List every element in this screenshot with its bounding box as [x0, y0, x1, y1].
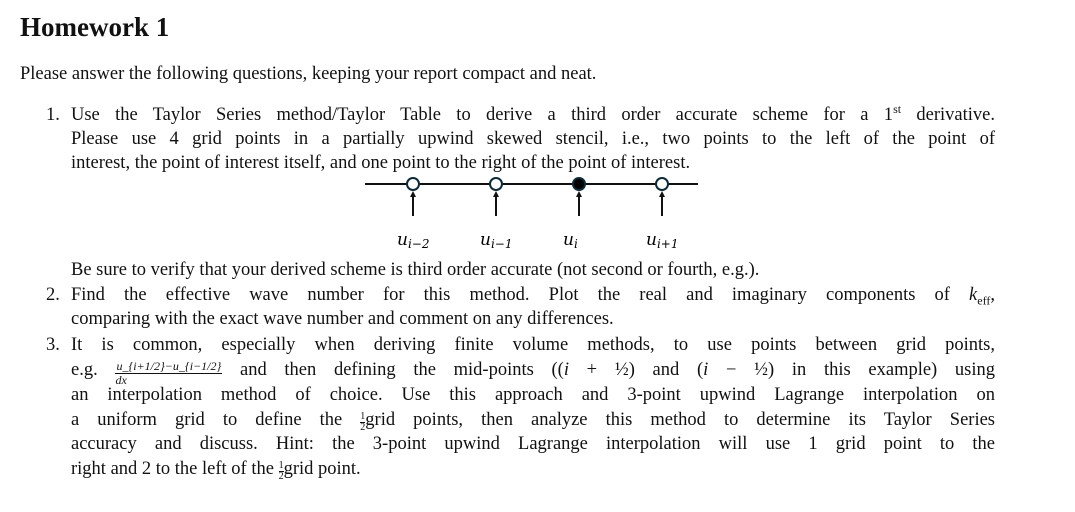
q3-line-6: right and 2 to the left of the 1 2 grid po… — [71, 457, 995, 482]
text: and then defining the mid-points (( — [239, 360, 564, 380]
arrow-head — [410, 191, 416, 197]
q2-number: 2. — [46, 285, 60, 305]
text: Find the effective wave number for this … — [71, 285, 970, 305]
text: − ½) in this example) using — [708, 360, 996, 380]
grid-point-label: ui — [563, 230, 578, 251]
q3-line-4: a uniform grid to define the 1 2 grid poin… — [71, 408, 995, 433]
i-symbol: i — [563, 360, 569, 380]
text: a uniform grid to define the — [71, 410, 361, 430]
q1-line-1: Use the Taylor Series method/Taylor Tabl… — [71, 103, 995, 127]
grid-point — [655, 177, 669, 191]
page-title: Homework 1 — [20, 12, 170, 42]
numerator: u_{i+1/2}−u_{i−1/2} — [115, 359, 223, 374]
point-of-interest — [572, 177, 586, 191]
grid-point-label: ui−1 — [480, 230, 512, 251]
text: right and 2 to the left of the — [71, 459, 279, 479]
k-symbol: k — [969, 285, 978, 305]
text: + ½) and ( — [568, 360, 704, 380]
text: grid point. — [283, 459, 361, 479]
denominator: dx — [115, 373, 127, 387]
q3-line-1: It is common, especially when deriving f… — [71, 335, 995, 355]
q3-number: 3. — [46, 335, 60, 355]
text: e.g. — [71, 360, 98, 380]
stencil-diagram: ui−2 ui−1 ui ui+1 — [365, 177, 698, 251]
q1-line-2: Please use 4 grid points in a partially … — [71, 129, 995, 149]
q1-line-3: interest, the point of interest itself, … — [71, 153, 691, 173]
q3-line-3: an interpolation method of choice. Use t… — [71, 385, 995, 405]
arrow-head — [659, 191, 665, 197]
q1-number: 1. — [46, 105, 60, 125]
intro-text: Please answer the following questions, k… — [20, 64, 597, 84]
q2-line-2: comparing with the exact wave number and… — [71, 309, 614, 329]
fraction: u_{i+1/2}−u_{i−1/2} dx — [115, 359, 223, 387]
numerator: 1 — [360, 411, 366, 423]
q2-line-1: Find the effective wave number for this … — [71, 283, 995, 307]
subscript: eff — [977, 293, 991, 308]
grid-point-label: ui+1 — [646, 230, 678, 251]
text: Use the Taylor Series method/Taylor Tabl… — [71, 105, 894, 125]
text: , — [990, 285, 995, 305]
arrow-head — [493, 191, 499, 197]
q1-line-4: Be sure to verify that your derived sche… — [71, 260, 760, 280]
text: grid points, then analyze this method to… — [365, 410, 995, 430]
grid-point-label: ui−2 — [397, 230, 429, 251]
i-symbol: i — [703, 360, 709, 380]
numerator: 1 — [278, 460, 284, 472]
q3-line-2: e.g. u_{i+1/2}−u_{i−1/2} dx and then defi… — [71, 358, 995, 387]
grid-point — [406, 177, 420, 191]
denominator: 2 — [278, 471, 284, 482]
superscript: st — [893, 102, 902, 116]
grid-point — [489, 177, 503, 191]
q3-line-5: accuracy and discuss. Hint: the 3-point … — [71, 434, 995, 454]
denominator: 2 — [360, 422, 366, 433]
arrow-head — [576, 191, 582, 197]
text: derivative. — [901, 105, 995, 125]
